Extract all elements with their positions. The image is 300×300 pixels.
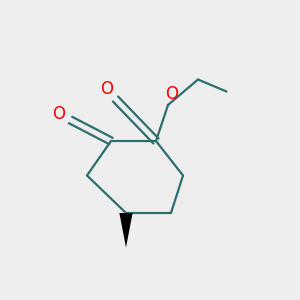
Text: O: O <box>165 85 178 103</box>
Text: O: O <box>52 105 65 123</box>
Polygon shape <box>119 213 133 248</box>
Text: O: O <box>100 80 112 98</box>
